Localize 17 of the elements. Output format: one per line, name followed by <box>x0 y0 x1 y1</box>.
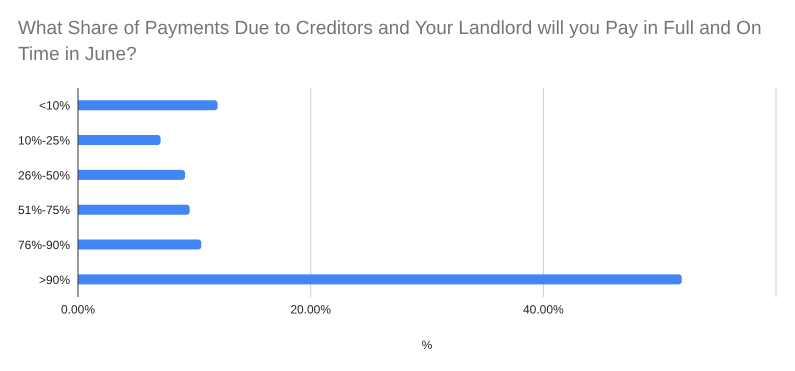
bar <box>78 135 161 146</box>
y-tick-label: 51%-75% <box>18 203 70 218</box>
x-axis-title: % <box>422 338 433 352</box>
bar <box>78 274 682 284</box>
x-tick-label: 20.00% <box>290 302 332 317</box>
chart-title: What Share of Payments Due to Creditors and Your Landlord will you Pay in Full and On Time in June? <box>17 17 763 67</box>
y-tick-label: 76%-90% <box>18 238 70 252</box>
y-tick-label: <10% <box>38 98 70 113</box>
bar <box>78 240 202 250</box>
y-tick-label: 10%-25% <box>18 134 70 148</box>
bar <box>78 204 190 215</box>
bar <box>78 170 186 180</box>
x-tick-label: 40.00% <box>522 302 564 317</box>
y-tick-label: 26%-50% <box>18 168 70 182</box>
x-tick-label: 0.00% <box>60 302 96 317</box>
bar <box>78 100 218 110</box>
y-tick-label: >90% <box>38 272 70 287</box>
